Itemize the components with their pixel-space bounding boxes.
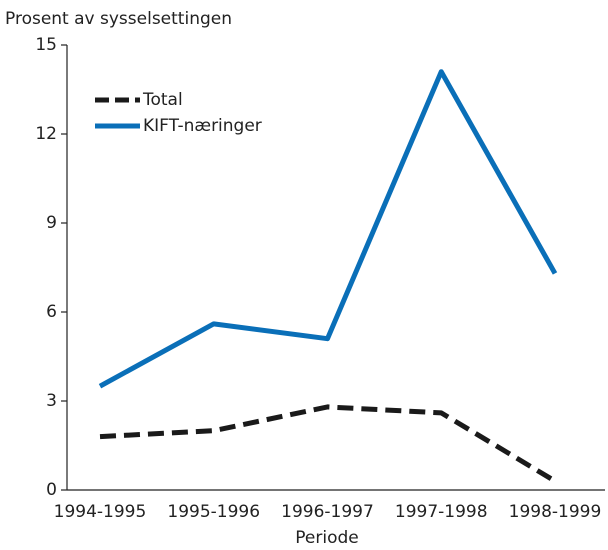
line-series bbox=[99, 404, 557, 484]
y-tick-label: 12 bbox=[35, 124, 57, 144]
line-series bbox=[98, 69, 558, 389]
y-tick-label: 3 bbox=[46, 391, 57, 411]
x-tick-label: 1998-1999 bbox=[509, 502, 602, 522]
x-tick-label: 1994-1995 bbox=[54, 502, 147, 522]
x-axis-title: Periode bbox=[295, 528, 358, 548]
x-tick-label: 1995-1996 bbox=[167, 502, 260, 522]
x-tick-label: 1996-1997 bbox=[281, 502, 374, 522]
legend-label: Total bbox=[142, 90, 183, 110]
y-axis-title: Prosent av sysselsettingen bbox=[5, 9, 232, 29]
y-tick-label: 0 bbox=[46, 480, 57, 500]
legend-label: KIFT-næringer bbox=[143, 116, 262, 136]
y-tick-label: 9 bbox=[46, 213, 57, 233]
y-tick-label: 6 bbox=[46, 302, 57, 322]
x-tick-label: 1997-1998 bbox=[395, 502, 488, 522]
y-tick-label: 15 bbox=[35, 35, 57, 55]
